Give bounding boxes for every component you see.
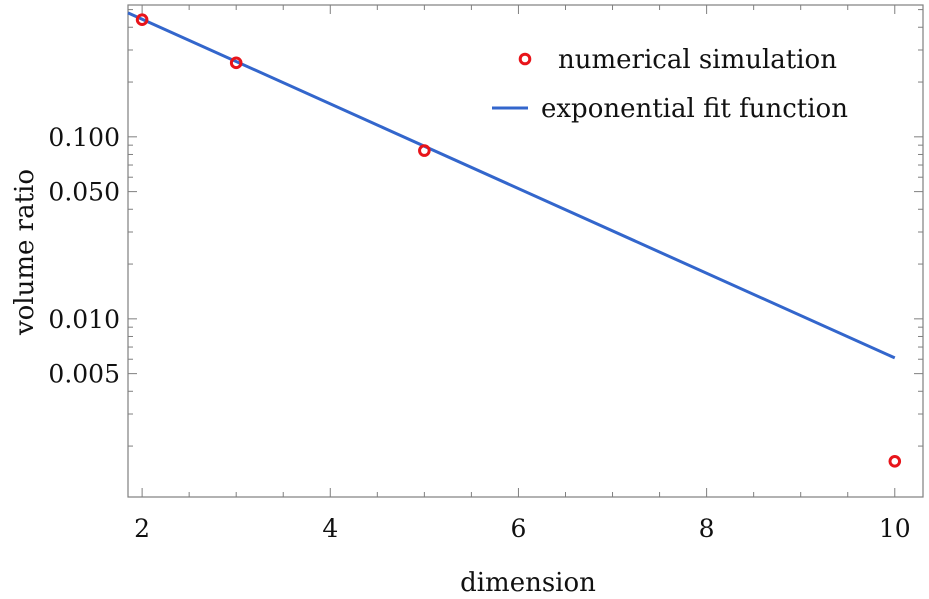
data-point [135, 13, 149, 27]
legend-marker-numerical-simulation [518, 52, 532, 66]
points-layer [135, 13, 902, 468]
x-tick-label: 2 [134, 514, 150, 543]
fit-layer [127, 11, 896, 360]
plot-frame [127, 4, 924, 498]
data-point [418, 144, 431, 157]
x-tick-label: 4 [322, 514, 338, 543]
y-tick-label: 0.010 [48, 305, 120, 334]
tick-labels: 2 4 6 8 10 0.005 0.010 0.050 0.100 [48, 123, 910, 543]
y-tick-label: 0.005 [48, 360, 120, 389]
y-axis-label: volume ratio [10, 169, 40, 336]
y-tick-label: 0.100 [48, 123, 120, 152]
legend-label-numerical-simulation: numerical simulation [558, 45, 837, 75]
legend: numerical simulation exponential fit fun… [492, 45, 848, 124]
legend-label-exponential-fit: exponential fit function [541, 94, 848, 124]
exponential-fit-line [127, 11, 896, 360]
x-tick-label: 8 [699, 514, 715, 543]
data-point [229, 56, 243, 70]
x-axis-label: dimension [460, 568, 596, 598]
data-point [888, 454, 902, 468]
x-tick-label: 10 [879, 514, 911, 543]
y-tick-label: 0.050 [48, 178, 120, 207]
x-tick-label: 6 [510, 514, 526, 543]
axis-ticks [128, 5, 923, 497]
